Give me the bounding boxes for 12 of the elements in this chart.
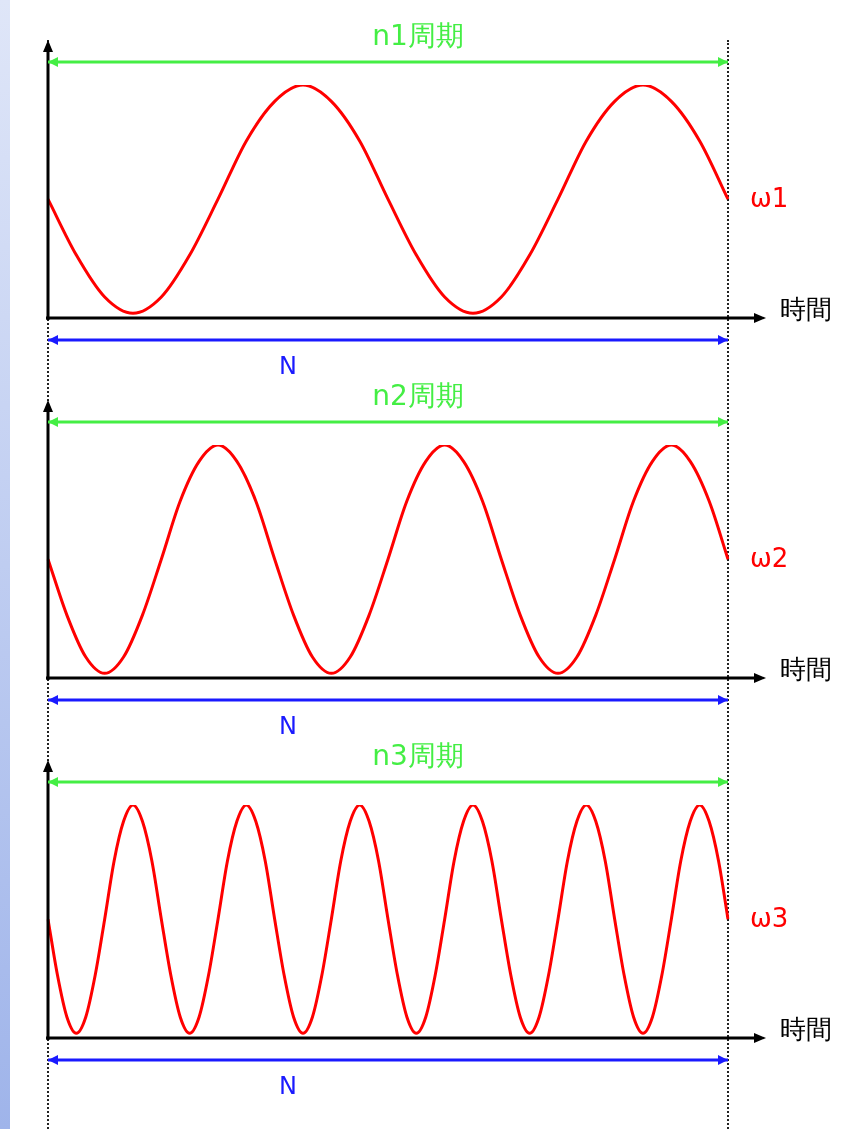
- x-axis-title: 時間: [780, 294, 832, 324]
- text: N: [279, 352, 297, 380]
- chart-title: n3周期: [372, 739, 464, 772]
- series-label: ω1: [750, 183, 789, 214]
- text: N: [279, 712, 297, 740]
- series-label: ω2: [750, 543, 789, 574]
- x-axis-title: 時間: [780, 654, 832, 684]
- text: N: [279, 1072, 297, 1100]
- chart-title: n2周期: [372, 379, 464, 412]
- x-axis-title: 時間: [780, 1014, 832, 1044]
- chart-title: n1周期: [372, 19, 464, 52]
- series-label: ω3: [750, 903, 789, 934]
